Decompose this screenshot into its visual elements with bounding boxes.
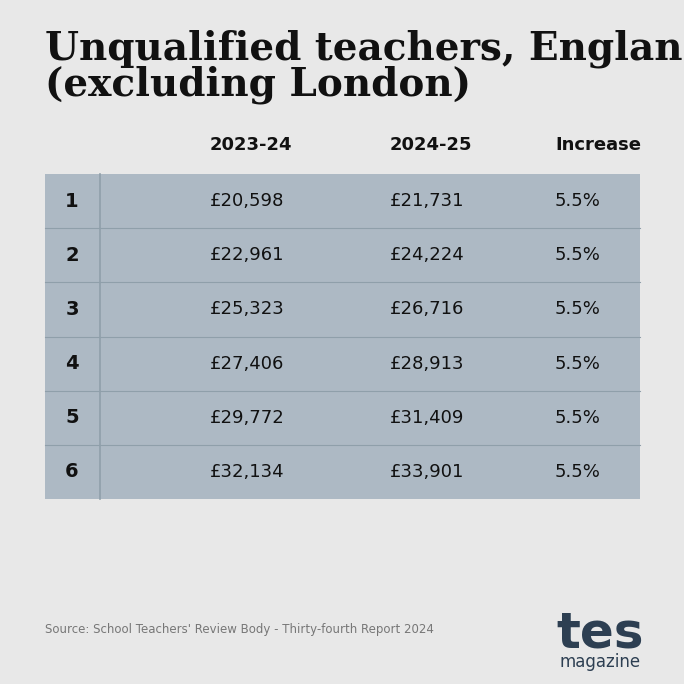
Text: £29,772: £29,772 [210, 409, 285, 427]
Text: 5.5%: 5.5% [555, 354, 601, 373]
Text: 5.5%: 5.5% [555, 192, 601, 210]
Text: magazine: magazine [560, 653, 640, 671]
Text: (excluding London): (excluding London) [45, 66, 471, 105]
Text: £33,901: £33,901 [390, 463, 464, 481]
Text: 5.5%: 5.5% [555, 409, 601, 427]
Text: Source: School Teachers' Review Body - Thirty-fourth Report 2024: Source: School Teachers' Review Body - T… [45, 624, 434, 637]
Text: £27,406: £27,406 [210, 354, 285, 373]
Text: £24,224: £24,224 [390, 246, 464, 264]
Text: 3: 3 [65, 300, 79, 319]
Text: 5.5%: 5.5% [555, 300, 601, 319]
Text: 2023-24: 2023-24 [210, 136, 293, 154]
Text: 5.5%: 5.5% [555, 246, 601, 264]
Text: £28,913: £28,913 [390, 354, 464, 373]
Text: 2024-25: 2024-25 [390, 136, 473, 154]
Text: £26,716: £26,716 [390, 300, 464, 319]
Text: 1: 1 [65, 192, 79, 211]
Text: 2: 2 [65, 246, 79, 265]
Text: £31,409: £31,409 [390, 409, 464, 427]
Text: £21,731: £21,731 [390, 192, 464, 210]
Text: 5: 5 [65, 408, 79, 428]
Text: £32,134: £32,134 [210, 463, 285, 481]
Text: £20,598: £20,598 [210, 192, 285, 210]
Text: £22,961: £22,961 [210, 246, 285, 264]
Text: £25,323: £25,323 [210, 300, 285, 319]
Text: Increase: Increase [555, 136, 641, 154]
Text: Unqualified teachers, England: Unqualified teachers, England [45, 30, 684, 68]
Text: 6: 6 [65, 462, 79, 482]
Text: 5.5%: 5.5% [555, 463, 601, 481]
Text: 4: 4 [65, 354, 79, 373]
FancyBboxPatch shape [45, 174, 640, 499]
Text: tes: tes [556, 610, 644, 658]
